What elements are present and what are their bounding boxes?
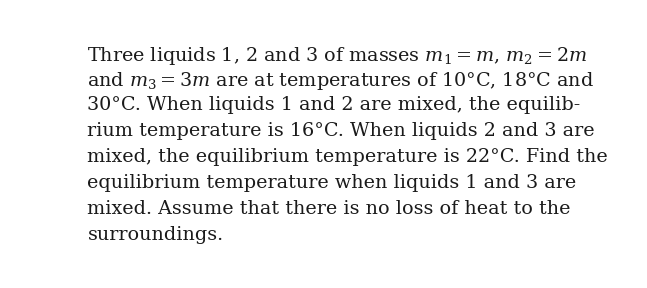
Text: and $m_3 = 3m$ are at temperatures of 10°C, 18°C and: and $m_3 = 3m$ are at temperatures of 10…: [87, 71, 595, 92]
Text: Three liquids 1, 2 and 3 of masses $m_1 = m$, $m_2 = 2m$: Three liquids 1, 2 and 3 of masses $m_1 …: [87, 45, 587, 67]
Text: mixed, the equilibrium temperature is 22°C. Find the: mixed, the equilibrium temperature is 22…: [87, 148, 608, 166]
Text: rium temperature is 16°C. When liquids 2 and 3 are: rium temperature is 16°C. When liquids 2…: [87, 122, 595, 140]
Text: 30°C. When liquids 1 and 2 are mixed, the equilib-: 30°C. When liquids 1 and 2 are mixed, th…: [87, 96, 580, 114]
Text: mixed. Assume that there is no loss of heat to the: mixed. Assume that there is no loss of h…: [87, 200, 571, 218]
Text: surroundings.: surroundings.: [87, 226, 223, 244]
Text: equilibrium temperature when liquids 1 and 3 are: equilibrium temperature when liquids 1 a…: [87, 174, 576, 192]
